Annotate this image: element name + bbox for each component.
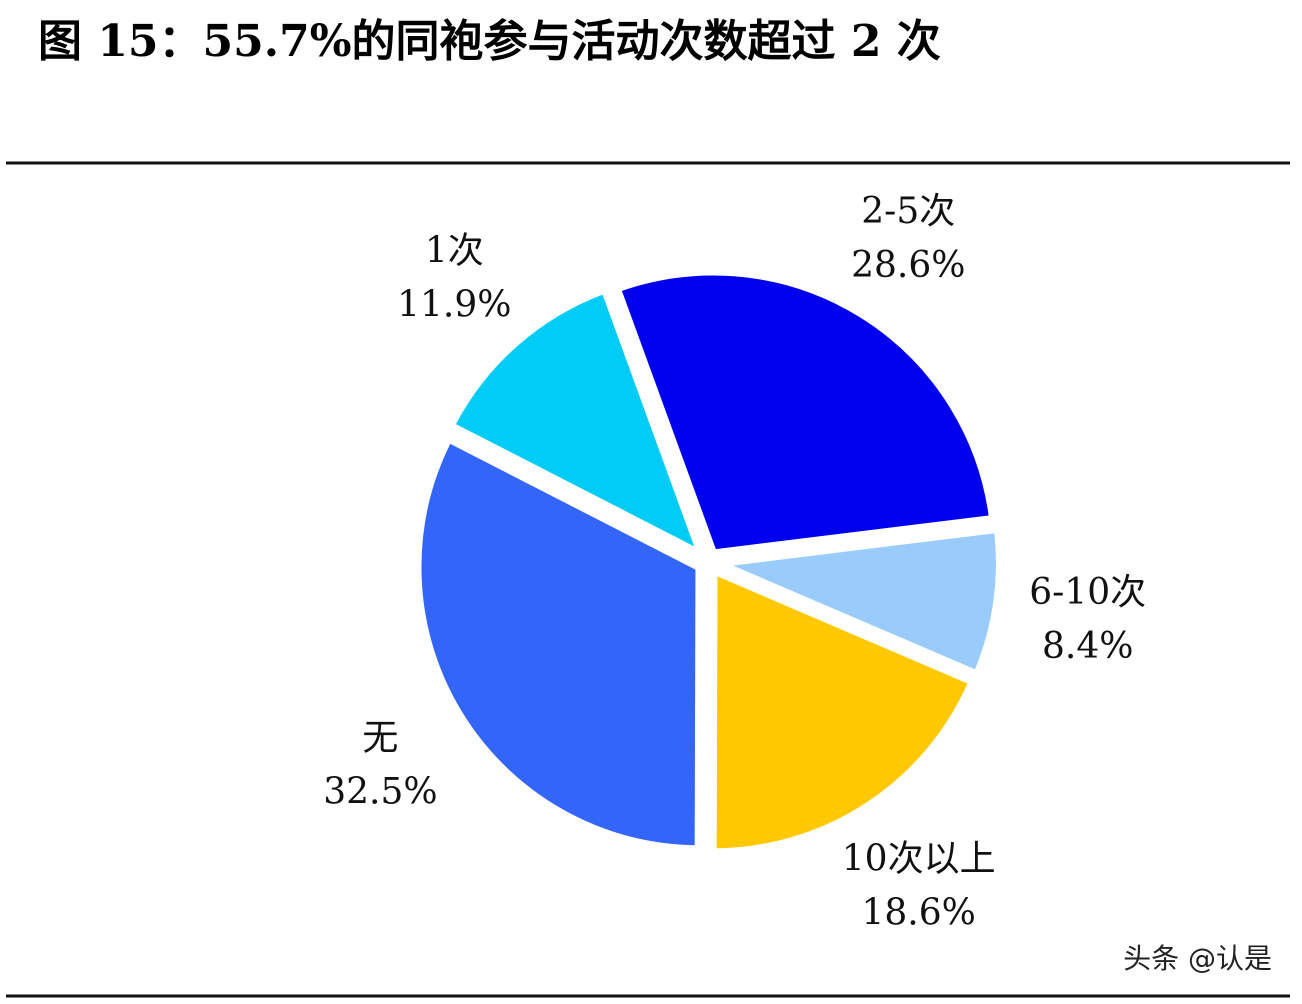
slice-value-label: 8.4% [1042,626,1133,667]
slice-category-label: 1次 [425,230,484,271]
pie-slice [445,284,709,563]
slice-category-label: 10次以上 [842,838,996,879]
slice-value-label: 11.9% [397,284,511,325]
watermark: 头条 @认是 [1123,942,1272,975]
pie-slice [708,564,978,857]
slice-category-label: 6-10次 [1029,572,1146,613]
slice-category-label: 无 [362,717,398,758]
pie-slice [611,267,998,558]
pie-slice [413,433,704,854]
slice-category-label: 2-5次 [861,191,955,232]
pie-slice [702,524,1004,680]
slice-value-label: 28.6% [851,245,965,286]
slice-value-label: 18.6% [861,892,975,933]
chart-title: 图 15：55.7%的同袍参与活动次数超过 2 次 [38,16,941,67]
slice-value-label: 32.5% [323,771,437,812]
